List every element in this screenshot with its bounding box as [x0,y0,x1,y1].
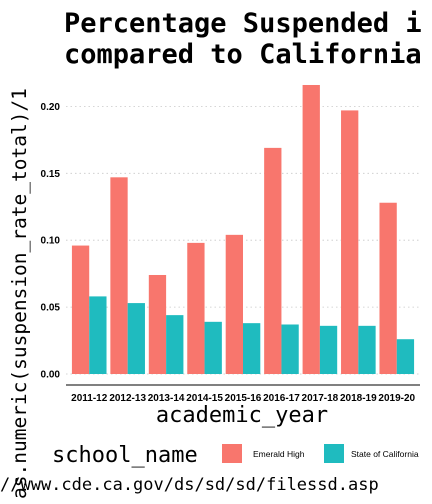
y-tick-label: 0.15 [41,169,61,180]
x-tick-label: 2019-20 [378,393,415,404]
x-tick-label: 2018-19 [340,393,377,404]
y-tick-label: 0.00 [41,370,61,381]
x-tick-label: 2015-16 [225,393,262,404]
legend-swatch-state-of-california [324,444,344,463]
bar-state-of-california-2012-13 [127,303,145,374]
bar-state-of-california-2011-12 [89,296,107,374]
bar-emerald-high-2019-20 [379,202,397,374]
bar-state-of-california-2014-15 [204,321,222,374]
bar-state-of-california-2013-14 [166,315,184,374]
legend-label-emerald-high: Emerald High [253,449,305,459]
y-axis-label: as.numeric(suspension_rate_total)/1 [8,88,31,499]
y-tick-label: 0.20 [41,102,61,113]
x-tick-label: 2014-15 [186,393,223,404]
bar-state-of-california-2016-17 [281,324,299,374]
bar-emerald-high-2018-19 [341,110,359,374]
x-tick-label: 2013-14 [148,393,185,404]
y-tick-label: 0.10 [41,236,61,247]
x-tick-label: 2016-17 [263,393,300,404]
source-caption: //www.cde.ca.gov/ds/sd/sd/filessd.asp [0,475,379,495]
legend-title: school_name [52,443,198,468]
legend-label-state-of-california: State of California [351,449,419,459]
bars [71,84,415,374]
bar-emerald-high-2011-12 [71,245,90,374]
bar-state-of-california-2019-20 [396,339,415,374]
bar-emerald-high-2012-13 [110,177,128,374]
x-tick-label: 2012-13 [109,393,146,404]
bar-state-of-california-2017-18 [319,325,338,374]
bar-emerald-high-2017-18 [302,84,320,374]
chart-title-line-1: Percentage Suspended i [64,8,422,39]
y-tick-labels: 0.00 0.05 0.10 0.15 0.20 [41,102,61,381]
bar-emerald-high-2013-14 [148,274,167,374]
bar-state-of-california-2018-19 [358,325,376,374]
legend-swatch-emerald-high [222,444,242,463]
bar-state-of-california-2015-16 [243,323,261,374]
x-tick-label: 2011-12 [71,393,108,404]
bar-emerald-high-2014-15 [187,242,205,374]
bar-emerald-high-2016-17 [264,147,282,374]
x-tick-labels: 2011-12 2012-13 2013-14 2014-15 2015-16 2016-… [71,393,415,404]
x-axis-label: academic_year [156,403,328,428]
x-tick-label: 2017-18 [302,393,339,404]
bar-emerald-high-2015-16 [225,234,243,374]
y-tick-label: 0.05 [41,303,61,314]
chart-title-line-2: compared to California [64,39,422,70]
